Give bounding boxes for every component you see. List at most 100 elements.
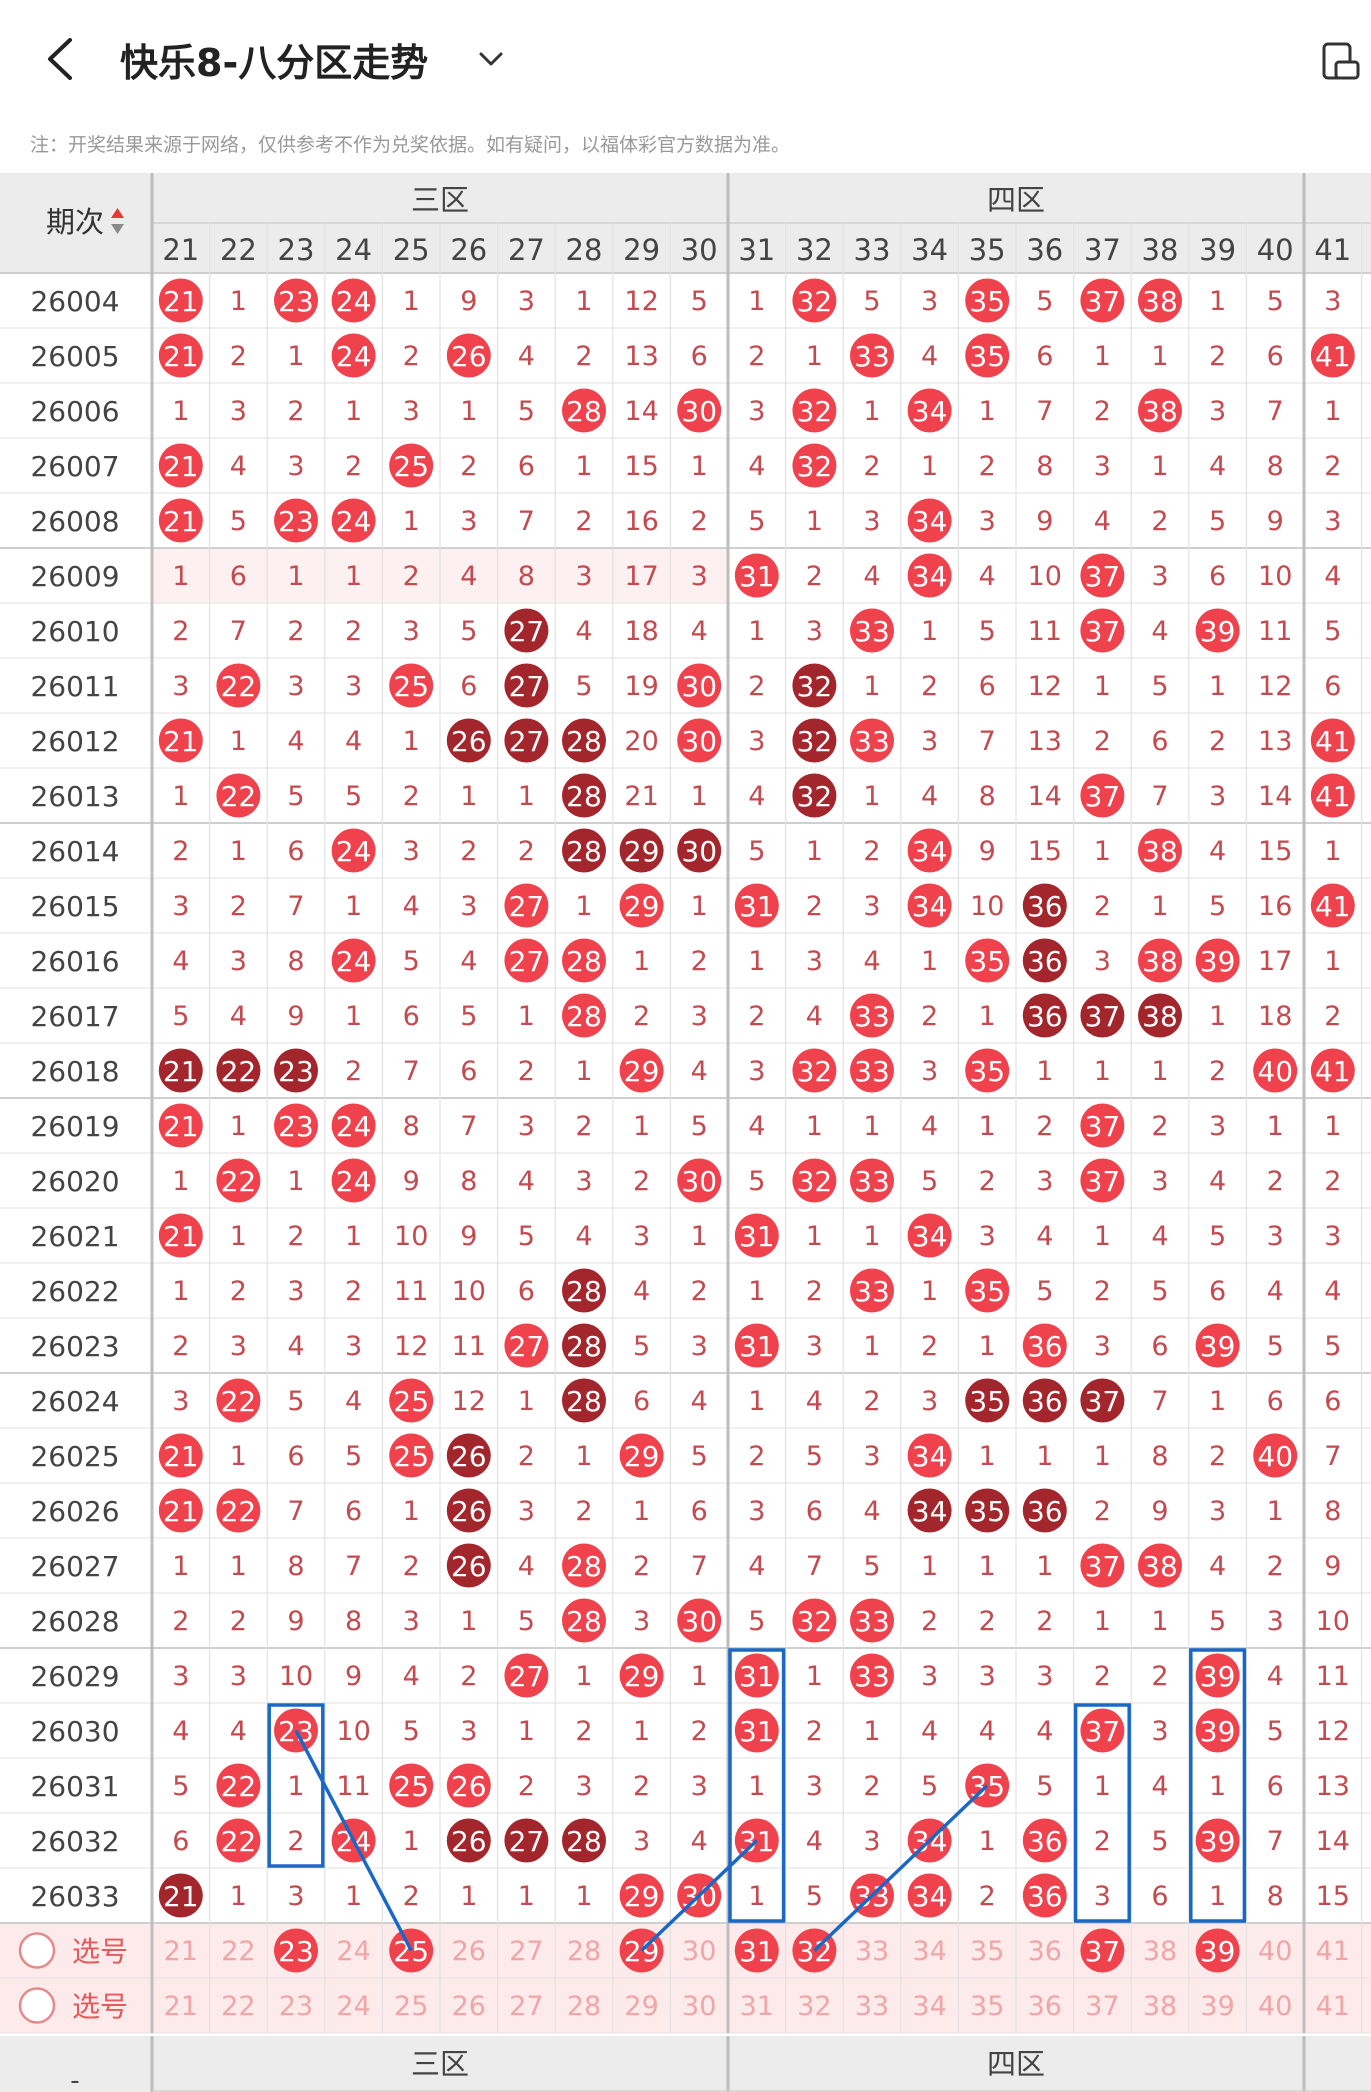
ball-number: 37 <box>1085 1715 1121 1748</box>
picked-ball[interactable] <box>274 1928 318 1973</box>
miss-count: 1 <box>1036 1441 1053 1472</box>
miss-count: 5 <box>1036 1276 1053 1307</box>
draw-ball <box>850 1653 894 1698</box>
ball-number: 24 <box>336 340 372 373</box>
sort-up-icon[interactable] <box>111 208 124 218</box>
miss-count: 3 <box>691 1001 708 1032</box>
miss-count: 6 <box>691 341 708 372</box>
draw-ball <box>850 993 894 1038</box>
miss-count: 6 <box>1324 1386 1341 1417</box>
select-radio[interactable] <box>18 1987 56 2024</box>
miss-count: 2 <box>748 671 765 702</box>
draw-ball <box>1253 1433 1298 1478</box>
miss-count: 3 <box>575 1166 592 1197</box>
miss-count: 14 <box>624 396 658 427</box>
issue-number: 26029 <box>30 1660 119 1693</box>
miss-count: 3 <box>1036 1661 1053 1692</box>
miss-count: 5 <box>806 1441 823 1472</box>
miss-count: 1 <box>518 1001 535 1032</box>
ball-number: 38 <box>1142 395 1178 428</box>
draw-ball <box>504 718 549 763</box>
miss-count: 3 <box>345 1331 362 1362</box>
miss-count: 12 <box>1316 1716 1350 1747</box>
draw-ball <box>446 1543 491 1588</box>
miss-count: 8 <box>403 1111 420 1142</box>
ball-number: 35 <box>969 1055 1005 1088</box>
miss-count: 2 <box>403 781 420 812</box>
draw-ball <box>504 663 549 708</box>
miss-count: 1 <box>748 1386 765 1417</box>
miss-count: 9 <box>345 1661 362 1692</box>
miss-count: 3 <box>863 1441 880 1472</box>
ball-number: 22 <box>221 1770 257 1803</box>
miss-count: 1 <box>863 1716 880 1747</box>
draw-ball <box>677 828 722 873</box>
miss-count: 1 <box>748 286 765 317</box>
miss-count: 5 <box>345 1441 362 1472</box>
miss-count: 4 <box>345 1386 362 1417</box>
miss-count: 7 <box>979 726 996 757</box>
miss-count: 2 <box>1209 1056 1226 1087</box>
draw-ball <box>1138 828 1182 873</box>
ball-number: 33 <box>854 340 890 373</box>
ball-number: 35 <box>969 945 1005 978</box>
select-option: 39 <box>1200 1991 1234 2022</box>
ball-number: 33 <box>854 1055 890 1088</box>
miss-count: 2 <box>518 1441 535 1472</box>
miss-count: 1 <box>863 1221 880 1252</box>
miss-count: 10 <box>970 891 1004 922</box>
miss-count: 10 <box>452 1276 486 1307</box>
highlight-box <box>1073 1703 1131 1923</box>
miss-count: 4 <box>287 1331 304 1362</box>
miss-count: 3 <box>575 561 592 592</box>
draw-ball <box>907 1488 952 1533</box>
ball-number: 22 <box>221 1825 257 1858</box>
miss-count: 4 <box>518 341 535 372</box>
ball-number: 38 <box>1142 945 1178 978</box>
select-label: 选号 <box>72 1935 128 1968</box>
page-title[interactable]: 快乐8-八分区走势 <box>120 41 429 85</box>
miss-count: 3 <box>460 1716 477 1747</box>
back-arrow-icon[interactable] <box>40 34 80 84</box>
ball-number: 30 <box>681 1165 717 1198</box>
miss-count: 4 <box>748 1551 765 1582</box>
draw-ball <box>965 1048 1010 1093</box>
miss-count: 4 <box>1151 1771 1168 1802</box>
draw-ball <box>158 1048 203 1093</box>
picked-ball[interactable] <box>1195 1928 1240 1973</box>
miss-count: 20 <box>624 726 658 757</box>
miss-count: 1 <box>1324 946 1341 977</box>
miss-count: 3 <box>979 1221 996 1252</box>
select-option: 27 <box>509 1936 543 1967</box>
miss-count: 1 <box>1209 286 1226 317</box>
miss-count: 1 <box>1094 1056 1111 1087</box>
chevron-down-icon[interactable] <box>476 44 506 74</box>
select-radio[interactable] <box>18 1932 56 1969</box>
miss-count: 2 <box>1324 451 1341 482</box>
miss-count: 3 <box>1324 1221 1341 1252</box>
miss-count: 2 <box>287 616 304 647</box>
miss-count: 4 <box>863 1496 880 1527</box>
issue-number: 26025 <box>30 1440 119 1473</box>
picked-ball[interactable] <box>1080 1928 1125 1973</box>
miss-count: 9 <box>1151 1496 1168 1527</box>
screen-rotate-icon[interactable] <box>1320 40 1362 82</box>
miss-count: 2 <box>691 506 708 537</box>
miss-count: 3 <box>979 1661 996 1692</box>
column-header: 32 <box>796 233 833 267</box>
draw-ball <box>1195 1323 1240 1368</box>
picked-ball[interactable] <box>734 1928 779 1973</box>
miss-count: 7 <box>1267 396 1284 427</box>
draw-ball <box>216 1763 261 1808</box>
miss-count: 1 <box>633 1496 650 1527</box>
miss-count: 2 <box>1324 1166 1341 1197</box>
issue-number: 26027 <box>30 1550 119 1583</box>
ball-number: 27 <box>509 1330 545 1363</box>
draw-ball <box>389 663 434 708</box>
miss-count: 3 <box>1151 1716 1168 1747</box>
ball-number: 27 <box>509 670 545 703</box>
sort-down-icon[interactable] <box>111 224 124 234</box>
miss-count: 2 <box>921 1331 938 1362</box>
ball-number: 35 <box>969 1385 1005 1418</box>
